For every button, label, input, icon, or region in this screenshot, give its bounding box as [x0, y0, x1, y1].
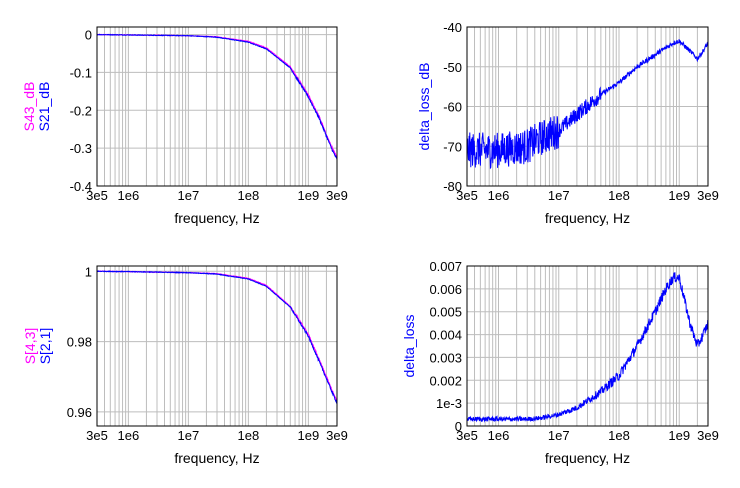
x-tick-label: 3e5 — [456, 428, 478, 443]
x-tick-label: 3e5 — [456, 188, 478, 203]
y-axis-label: S[4,3] — [22, 328, 38, 365]
x-tick-label: 1e7 — [178, 188, 200, 203]
y-axis-label: S[2,1] — [37, 328, 53, 365]
y-tick-label: 0.004 — [429, 328, 462, 343]
x-axis-label: frequency, Hz — [174, 210, 259, 226]
x-tick-label: 1e7 — [548, 188, 570, 203]
y-tick-label: -0.2 — [70, 103, 92, 118]
x-tick-label: 3e5 — [86, 428, 108, 443]
chart-1: 3e5 1e6 1e7 1e8 1e9 3e9 0 -0.1 -0.2 -0.3 -0.4 frequ… — [21, 26, 348, 226]
series-line-delta-loss-db — [466, 39, 709, 170]
y-tick-label: 0.98 — [67, 335, 92, 350]
y-tick-label: 0.006 — [429, 282, 462, 297]
y-tick-label: 0.002 — [429, 373, 462, 388]
y-tick-label: -0.3 — [70, 141, 92, 156]
x-tick-label: 3e9 — [326, 188, 348, 203]
x-tick-label: 1e9 — [668, 188, 690, 203]
series-line-s21-db — [96, 33, 338, 160]
grid — [97, 27, 337, 186]
y-axis-label: delta_loss_dB — [416, 63, 432, 151]
y-tick-label: -50 — [443, 60, 462, 75]
y-tick-label: -0.1 — [70, 65, 92, 80]
x-tick-label: 1e8 — [238, 428, 260, 443]
y-tick-label: 0.96 — [67, 405, 92, 420]
x-tick-label: 3e5 — [86, 188, 108, 203]
x-tick-label: 1e6 — [488, 188, 510, 203]
plot-frame — [466, 26, 709, 187]
x-axis-label: frequency, Hz — [545, 210, 630, 226]
x-tick-label: 3e9 — [326, 428, 348, 443]
grid — [97, 266, 337, 426]
x-tick-label: 1e6 — [118, 188, 140, 203]
x-axis-label: frequency, Hz — [545, 450, 630, 466]
y-tick-label: 0 — [85, 28, 92, 43]
chart-3: 3e5 1e6 1e7 1e8 1e9 3e9 1 0.98 0.96 frequency, Hz… — [22, 264, 348, 466]
x-tick-label: 1e7 — [548, 428, 570, 443]
y-tick-label: -70 — [443, 139, 462, 154]
plot-frame — [466, 265, 709, 427]
x-tick-label: 1e9 — [668, 428, 690, 443]
x-tick-label: 1e9 — [298, 428, 320, 443]
y-tick-label: 1e-3 — [436, 396, 462, 411]
y-tick-label: 0 — [455, 419, 462, 434]
plot-frame — [96, 26, 338, 187]
y-tick-label: -40 — [443, 20, 462, 35]
x-tick-label: 1e9 — [298, 188, 320, 203]
y-tick-label: -60 — [443, 100, 462, 115]
y-tick-label: 0.003 — [429, 350, 462, 365]
x-axis-label: frequency, Hz — [174, 450, 259, 466]
plot-frame — [96, 265, 338, 427]
x-tick-label: 3e9 — [697, 188, 719, 203]
grid — [467, 266, 708, 426]
y-tick-label: 0.007 — [429, 259, 462, 274]
y-axis-label: S21_dB — [36, 82, 52, 132]
x-tick-label: 3e9 — [697, 428, 719, 443]
y-tick-label: -80 — [443, 179, 462, 194]
x-tick-label: 1e8 — [238, 188, 260, 203]
x-tick-label: 1e7 — [178, 428, 200, 443]
series-line-s-2-1- — [96, 270, 338, 405]
x-tick-label: 1e8 — [608, 428, 630, 443]
y-tick-label: -0.4 — [70, 179, 92, 194]
y-tick-label: 0.005 — [429, 305, 462, 320]
y-tick-label: 1 — [85, 264, 92, 279]
y-axis-label: S43_dB — [21, 82, 37, 132]
chart-2: 3e5 1e6 1e7 1e8 1e9 3e9 -40 -50 -60 -70 -80 frequen… — [416, 20, 719, 226]
x-tick-label: 1e8 — [608, 188, 630, 203]
x-tick-label: 1e6 — [488, 428, 510, 443]
x-tick-label: 1e6 — [118, 428, 140, 443]
chart-4: 3e5 1e6 1e7 1e8 1e9 3e9 0.007 0.006 0.005 0.004 0.… — [401, 259, 719, 466]
series-line-delta-loss — [466, 272, 709, 423]
y-axis-label: delta_loss — [401, 314, 417, 377]
